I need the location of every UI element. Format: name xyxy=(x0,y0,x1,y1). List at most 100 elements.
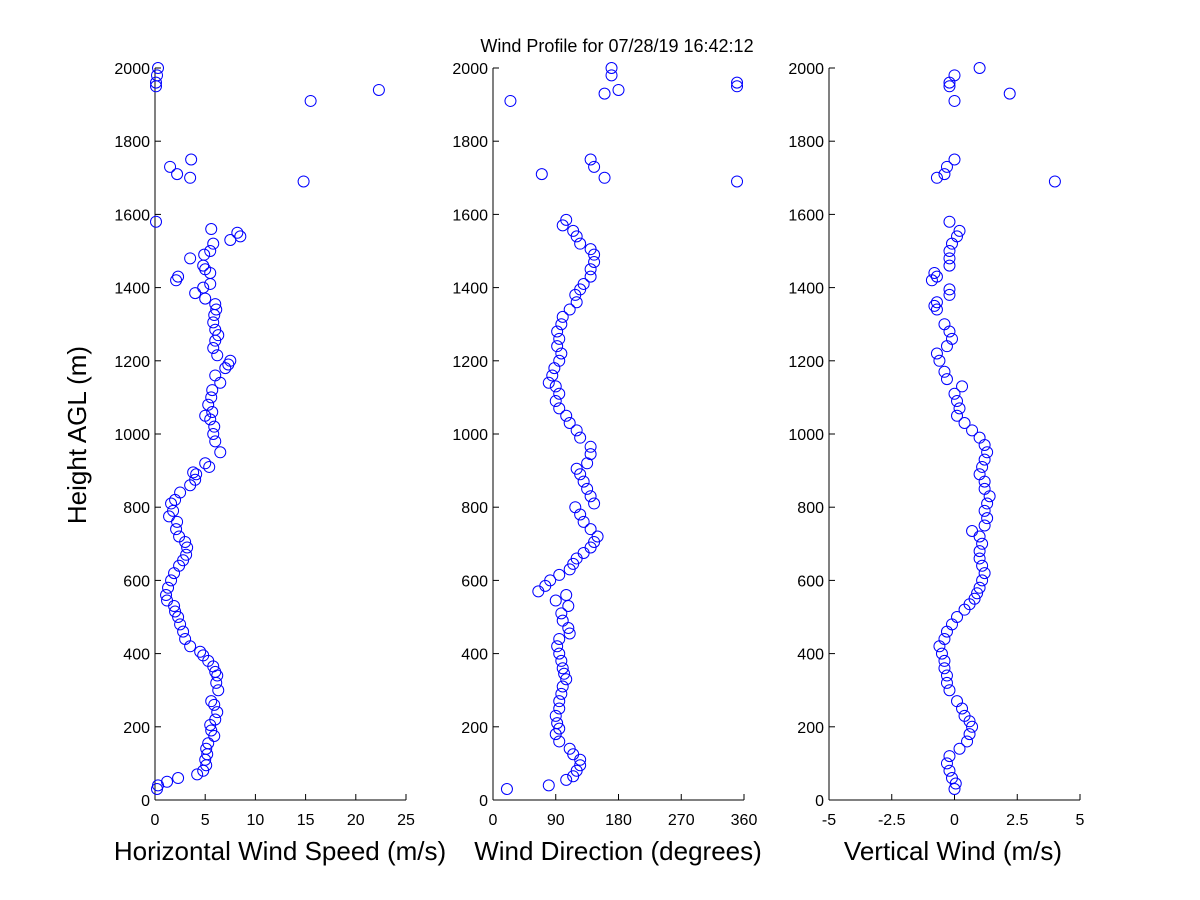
scatter-markers xyxy=(500,62,744,796)
data-point xyxy=(976,574,989,587)
data-point xyxy=(930,303,943,316)
data-point xyxy=(563,627,576,640)
data-point xyxy=(234,230,247,243)
data-point xyxy=(151,69,164,82)
data-point xyxy=(219,362,232,375)
data-point xyxy=(577,546,590,559)
data-point xyxy=(591,530,604,543)
data-point xyxy=(943,684,956,697)
data-point xyxy=(204,277,217,290)
data-point xyxy=(161,775,174,788)
data-point xyxy=(208,729,221,742)
data-point xyxy=(958,709,971,722)
x-axis-label: Vertical Wind (m/s) xyxy=(844,836,1062,866)
data-point xyxy=(584,243,597,256)
data-point xyxy=(551,717,564,730)
data-point xyxy=(973,431,986,444)
data-point xyxy=(584,490,597,503)
data-point xyxy=(209,323,222,336)
x-tick-label: 0 xyxy=(151,812,160,829)
panel-wind-direction: 0 90 180 270 360 0 200 400 600 800 1000 1200 1400 160… xyxy=(452,61,761,866)
data-point xyxy=(171,515,184,528)
data-point xyxy=(588,255,601,268)
data-point xyxy=(945,772,958,785)
data-point xyxy=(973,552,986,565)
data-point xyxy=(945,332,958,345)
data-point xyxy=(184,252,197,265)
data-point xyxy=(588,160,601,173)
data-point xyxy=(938,168,951,181)
panel-vertical-wind: -5 -2.5 0 2.5 5 0 200 400 600 800 1000 1200 1400 1600… xyxy=(788,61,1084,866)
data-point xyxy=(555,347,568,360)
data-point xyxy=(197,281,210,294)
data-point xyxy=(551,325,564,338)
data-point xyxy=(584,263,597,276)
data-point xyxy=(179,632,192,645)
data-point xyxy=(938,654,951,667)
data-point xyxy=(187,466,200,479)
data-point xyxy=(574,237,587,250)
data-point xyxy=(588,497,601,510)
data-point xyxy=(500,783,513,796)
x-axis-label: Horizontal Wind Speed (m/s) xyxy=(114,836,446,866)
data-point xyxy=(940,676,953,689)
scatter-markers xyxy=(150,62,385,796)
data-point xyxy=(206,384,219,397)
data-point xyxy=(940,625,953,638)
y-tick-label: 1800 xyxy=(452,134,488,151)
data-point xyxy=(731,175,744,188)
data-point xyxy=(983,490,996,503)
y-tick-label: 400 xyxy=(461,647,488,664)
y-tick-label: 1800 xyxy=(788,134,824,151)
data-point xyxy=(553,354,566,367)
x-tick-label: 5 xyxy=(201,812,210,829)
y-tick-label: 0 xyxy=(479,793,488,810)
data-point xyxy=(943,764,956,777)
y-tick-label: 400 xyxy=(797,647,824,664)
data-point xyxy=(165,574,178,587)
x-axis-label: Wind Direction (degrees) xyxy=(474,836,762,866)
panel-horizontal-wind-speed: 0 5 10 15 20 25 0 200 400 600 800 1000 1200 1400 1600 1… xyxy=(62,61,446,866)
y-tick-label: 1400 xyxy=(788,281,824,298)
scatter-markers xyxy=(925,62,1061,796)
data-point xyxy=(570,296,583,309)
axis-ticks: -5 -2.5 0 2.5 5 0 200 400 600 800 1000 1200 1400 1600… xyxy=(788,61,1084,829)
data-point xyxy=(197,649,210,662)
data-point xyxy=(556,680,569,693)
data-point xyxy=(581,482,594,495)
data-point xyxy=(978,567,991,580)
x-tick-label: 0 xyxy=(950,812,959,829)
x-tick-label: 180 xyxy=(605,812,632,829)
data-point xyxy=(958,417,971,430)
data-point xyxy=(556,310,569,323)
data-point xyxy=(532,585,545,598)
data-point xyxy=(553,568,566,581)
data-point xyxy=(549,594,562,607)
data-point xyxy=(951,695,964,708)
data-point xyxy=(951,409,964,422)
data-point xyxy=(549,395,562,408)
data-point xyxy=(190,468,203,481)
y-tick-label: 600 xyxy=(797,573,824,590)
y-tick-label: 400 xyxy=(123,647,150,664)
data-point xyxy=(204,245,217,257)
data-point xyxy=(170,523,183,536)
data-point xyxy=(209,435,222,448)
data-point xyxy=(556,614,569,627)
data-point xyxy=(205,695,218,708)
y-tick-label: 1400 xyxy=(452,281,488,298)
data-point xyxy=(174,486,187,499)
y-axis-label: Height AGL (m) xyxy=(62,346,92,524)
data-point xyxy=(978,453,991,466)
axis-ticks: 0 5 10 15 20 25 0 200 400 600 800 1000 1200 1400 1600 1… xyxy=(114,61,415,829)
y-tick-label: 0 xyxy=(141,793,150,810)
x-tick-label: 2.5 xyxy=(1006,812,1028,829)
data-point xyxy=(584,153,597,166)
data-point xyxy=(200,742,213,755)
x-tick-label: 5 xyxy=(1076,812,1085,829)
data-point xyxy=(172,270,185,283)
data-point xyxy=(940,340,953,353)
data-point xyxy=(180,548,193,561)
data-point xyxy=(165,497,178,510)
